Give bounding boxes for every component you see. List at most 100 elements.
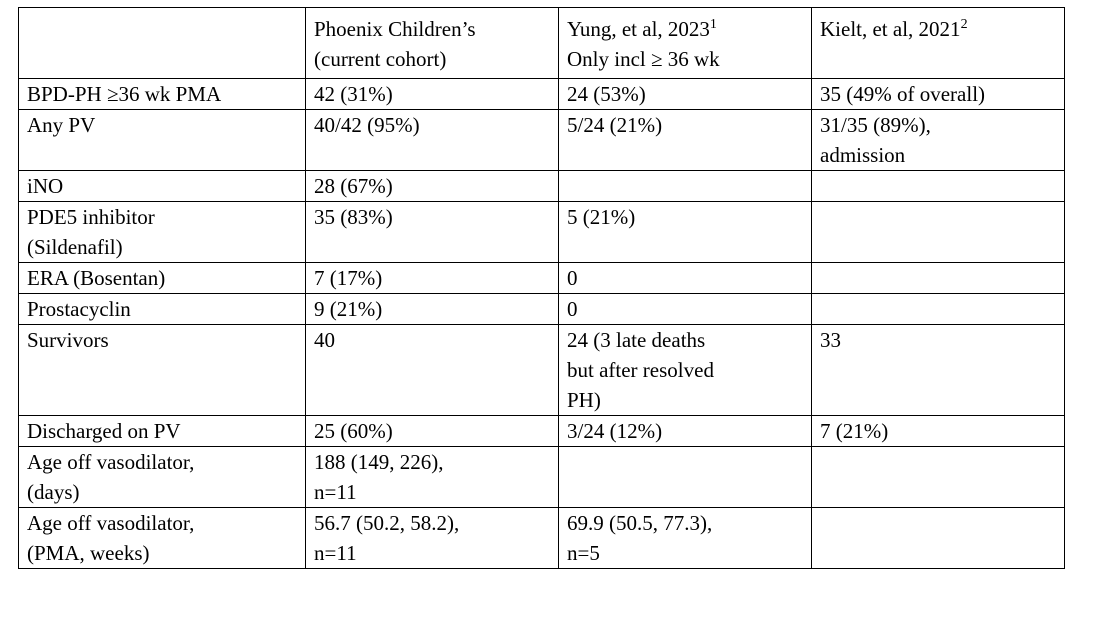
table-row: Age off vasodilator, (days) 188 (149, 226)… [18, 446, 1065, 508]
comparison-table: Phoenix Children’s (current cohort) Yung… [18, 7, 1065, 569]
phoenix-cell: 42 (31%) [305, 78, 559, 110]
cell-text [567, 171, 803, 201]
yung-cell [558, 446, 812, 508]
cell-text [820, 294, 1056, 324]
table-row: ERA (Bosentan) 7 (17%) 0 [18, 262, 1065, 294]
phoenix-cell: 56.7 (50.2, 58.2), n=11 [305, 507, 559, 569]
row-label-cell: PDE5 inhibitor (Sildenafil) [18, 201, 306, 263]
table-row: Any PV 40/42 (95%) 5/24 (21%) 31/35 (89%), a… [18, 109, 1065, 171]
yung-cell: 5 (21%) [558, 201, 812, 263]
cell-text: Age off vasodilator, [27, 511, 195, 535]
yung-cell: 0 [558, 262, 812, 294]
kielt-cell: 31/35 (89%), admission [811, 109, 1065, 171]
row-label-cell: BPD-PH ≥36 wk PMA [18, 78, 306, 110]
yung-cell: 0 [558, 293, 812, 325]
footnote-ref: 1 [709, 17, 717, 32]
table-row: Survivors 40 24 (3 late deaths but after re… [18, 324, 1065, 416]
kielt-cell [811, 293, 1065, 325]
row-label-cell: Prostacyclin [18, 293, 306, 325]
header-cell-kielt: Kielt, et al, 20212 [811, 7, 1065, 79]
header-cell-empty [18, 7, 306, 79]
kielt-cell [811, 507, 1065, 569]
cell-text: 5 (21%) [567, 205, 636, 229]
cell-text: Discharged on PV [27, 419, 181, 443]
cell-text: 25 (60%) [314, 419, 393, 443]
yung-cell [558, 170, 812, 202]
cell-text: n=11 [314, 480, 357, 504]
cell-text: (Sildenafil) [27, 235, 123, 259]
cell-text: 33 [820, 328, 841, 352]
phoenix-cell: 7 (17%) [305, 262, 559, 294]
cell-text: 35 (83%) [314, 205, 393, 229]
kielt-cell: 35 (49% of overall) [811, 78, 1065, 110]
kielt-cell [811, 201, 1065, 263]
cell-text: (days) [27, 480, 80, 504]
cell-text: 31/35 (89%), [820, 113, 931, 137]
header-text: Kielt, et al, 2021 [820, 17, 961, 41]
cell-text: Any PV [27, 113, 96, 137]
header-row: Phoenix Children’s (current cohort) Yung… [18, 7, 1065, 79]
cell-text [820, 508, 1056, 538]
phoenix-cell: 9 (21%) [305, 293, 559, 325]
yung-cell: 3/24 (12%) [558, 415, 812, 447]
row-label-cell: Discharged on PV [18, 415, 306, 447]
cell-text: 40 [314, 328, 335, 352]
kielt-cell [811, 262, 1065, 294]
table-row: Age off vasodilator, (PMA, weeks) 56.7 (50… [18, 507, 1065, 569]
table-body: BPD-PH ≥36 wk PMA 42 (31%) 24 (53%) 35 (49%… [18, 78, 1065, 569]
cell-text: Survivors [27, 328, 109, 352]
phoenix-cell: 28 (67%) [305, 170, 559, 202]
phoenix-cell: 35 (83%) [305, 201, 559, 263]
cell-text: n=5 [567, 541, 600, 565]
cell-text: 56.7 (50.2, 58.2), [314, 511, 460, 535]
cell-text: 40/42 (95%) [314, 113, 420, 137]
cell-text: Prostacyclin [27, 297, 131, 321]
table-row: Prostacyclin 9 (21%) 0 [18, 293, 1065, 325]
cell-text: 5/24 (21%) [567, 113, 663, 137]
cell-text: iNO [27, 174, 64, 198]
cell-text: 24 (3 late deaths [567, 328, 706, 352]
cell-text: 69.9 (50.5, 77.3), [567, 511, 713, 535]
table-row: Discharged on PV 25 (60%) 3/24 (12%) 7 (21%… [18, 415, 1065, 447]
comparison-table-container: Phoenix Children’s (current cohort) Yung… [18, 7, 1065, 569]
row-label-cell: Any PV [18, 109, 306, 171]
kielt-cell: 33 [811, 324, 1065, 416]
cell-text: PH) [567, 388, 601, 412]
header-cell-phoenix: Phoenix Children’s (current cohort) [305, 7, 559, 79]
row-label-cell: iNO [18, 170, 306, 202]
cell-text [820, 202, 1056, 232]
cell-text: 188 (149, 226), [314, 450, 444, 474]
cell-text: 35 (49% of overall) [820, 82, 986, 106]
cell-text: 7 (21%) [820, 419, 889, 443]
cell-text: n=11 [314, 541, 357, 565]
cell-text [820, 447, 1056, 477]
cell-text: ERA (Bosentan) [27, 266, 166, 290]
row-label-cell: Age off vasodilator, (PMA, weeks) [18, 507, 306, 569]
cell-text: Age off vasodilator, [27, 450, 195, 474]
cell-text: 7 (17%) [314, 266, 383, 290]
row-label-cell: Age off vasodilator, (days) [18, 446, 306, 508]
header-text: (current cohort) [314, 47, 447, 71]
phoenix-cell: 40 [305, 324, 559, 416]
footnote-ref: 2 [960, 17, 968, 32]
table-row: iNO 28 (67%) [18, 170, 1065, 202]
phoenix-cell: 40/42 (95%) [305, 109, 559, 171]
kielt-cell [811, 170, 1065, 202]
yung-cell: 24 (53%) [558, 78, 812, 110]
header-text: Yung, et al, 2023 [567, 17, 710, 41]
cell-text: 9 (21%) [314, 297, 383, 321]
table-row: PDE5 inhibitor (Sildenafil) 35 (83%) 5 (21%… [18, 201, 1065, 263]
phoenix-cell: 25 (60%) [305, 415, 559, 447]
cell-text [820, 263, 1056, 293]
header-cell-yung: Yung, et al, 20231 Only incl ≥ 36 wk [558, 7, 812, 79]
yung-cell: 5/24 (21%) [558, 109, 812, 171]
cell-text: 28 (67%) [314, 174, 393, 198]
cell-text: (PMA, weeks) [27, 541, 150, 565]
cell-text: BPD-PH ≥36 wk PMA [27, 82, 222, 106]
cell-text: 3/24 (12%) [567, 419, 663, 443]
row-label-cell: Survivors [18, 324, 306, 416]
cell-text: 24 (53%) [567, 82, 646, 106]
table-row: BPD-PH ≥36 wk PMA 42 (31%) 24 (53%) 35 (49%… [18, 78, 1065, 110]
cell-text: 0 [567, 266, 578, 290]
row-label-cell: ERA (Bosentan) [18, 262, 306, 294]
